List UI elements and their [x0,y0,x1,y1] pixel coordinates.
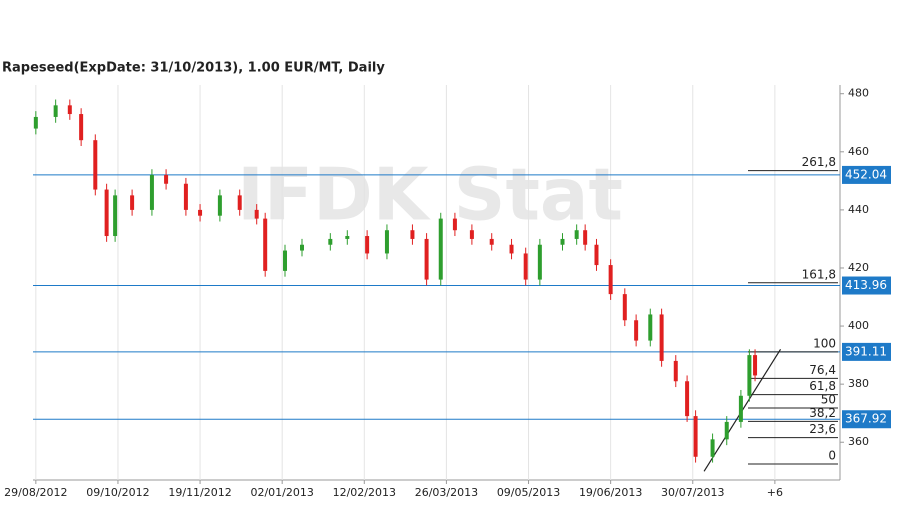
candle-body [237,195,242,210]
y-tick-label: 460 [848,145,869,158]
x-tick-label: 30/07/2013 [661,486,724,499]
x-tick-label: 09/10/2012 [86,486,149,499]
fib-label: 50 [821,392,836,406]
candle-body [648,314,653,341]
candle-body [104,189,109,237]
candle-body [693,416,698,457]
x-tick-label: 09/05/2013 [497,486,560,499]
y-tick-label: 480 [848,87,869,100]
fib-label: 261,8 [802,155,836,169]
candle-body [634,320,639,341]
y-tick-label: 400 [848,319,869,332]
candle-body [489,238,494,245]
candle-body [659,314,664,361]
level-label: 367.92 [845,412,887,426]
candle-body [53,105,58,117]
candle-body [328,238,333,245]
candle-body [673,360,678,382]
candle-body [608,265,613,295]
chart-title: Rapeseed(ExpDate: 31/10/2013), 1.00 EUR/… [2,61,385,76]
y-tick-label: 440 [848,203,869,216]
candle-body [523,253,528,280]
candle-body [183,183,188,210]
candle-body [685,381,690,417]
candle-body [509,244,514,254]
candle-body [738,395,743,422]
level-box [842,276,891,295]
y-tick-label: 420 [848,261,869,274]
candle-body [67,105,72,115]
candle-body [79,114,84,141]
candle-body [452,218,457,231]
level-box [842,165,891,184]
candle-body [410,230,415,239]
candle-body [93,140,98,190]
candle-body [560,238,565,245]
level-label: 413.96 [845,278,887,292]
level-box [842,342,891,361]
watermark: IFDK Stat [237,153,623,237]
candle-body [384,230,389,254]
candle-body [537,244,542,280]
fib-label: 23,6 [809,422,836,436]
y-tick-label: 380 [848,377,869,390]
candle-body [622,294,627,321]
candle-body [469,230,474,239]
fib-label: 61,8 [809,379,836,393]
x-tick-label: 19/11/2012 [168,486,231,499]
candle-body [594,244,599,266]
candle-body [438,218,443,280]
x-tick-label: 12/02/2013 [333,486,396,499]
x-tick-label: 29/08/2012 [4,486,67,499]
x-tick-label: +6 [767,486,783,499]
candle-body [345,236,350,239]
candle-body [724,421,729,440]
candle-body [747,355,752,396]
fib-label: 100 [813,336,836,350]
x-tick-label: 19/06/2013 [579,486,642,499]
x-tick-label: 26/03/2013 [415,486,478,499]
level-label: 391.11 [845,344,887,358]
fib-label: 161,8 [802,267,836,281]
candle-body [710,439,715,457]
candle-body [365,236,370,254]
x-tick-label: 02/01/2013 [250,486,313,499]
candle-body [283,250,288,271]
level-label: 452.04 [845,167,887,181]
candle-body [574,230,579,239]
fib-label: 76,4 [809,363,836,377]
candle-body [583,230,588,245]
fib-label: 0 [828,449,836,463]
candle-body [254,209,259,219]
candle-body [149,175,154,210]
candle-body [164,175,169,184]
candle-body [263,218,268,271]
candle-body [424,238,429,280]
candle-body [217,195,222,216]
candle-body [113,195,118,237]
candle-body [198,209,203,216]
candle-body [753,355,758,376]
y-tick-label: 360 [848,435,869,448]
level-box [842,410,891,429]
candle-body [130,195,135,210]
candle-body [300,244,304,251]
candle-body [33,116,38,129]
fib-label: 38,2 [809,406,836,420]
